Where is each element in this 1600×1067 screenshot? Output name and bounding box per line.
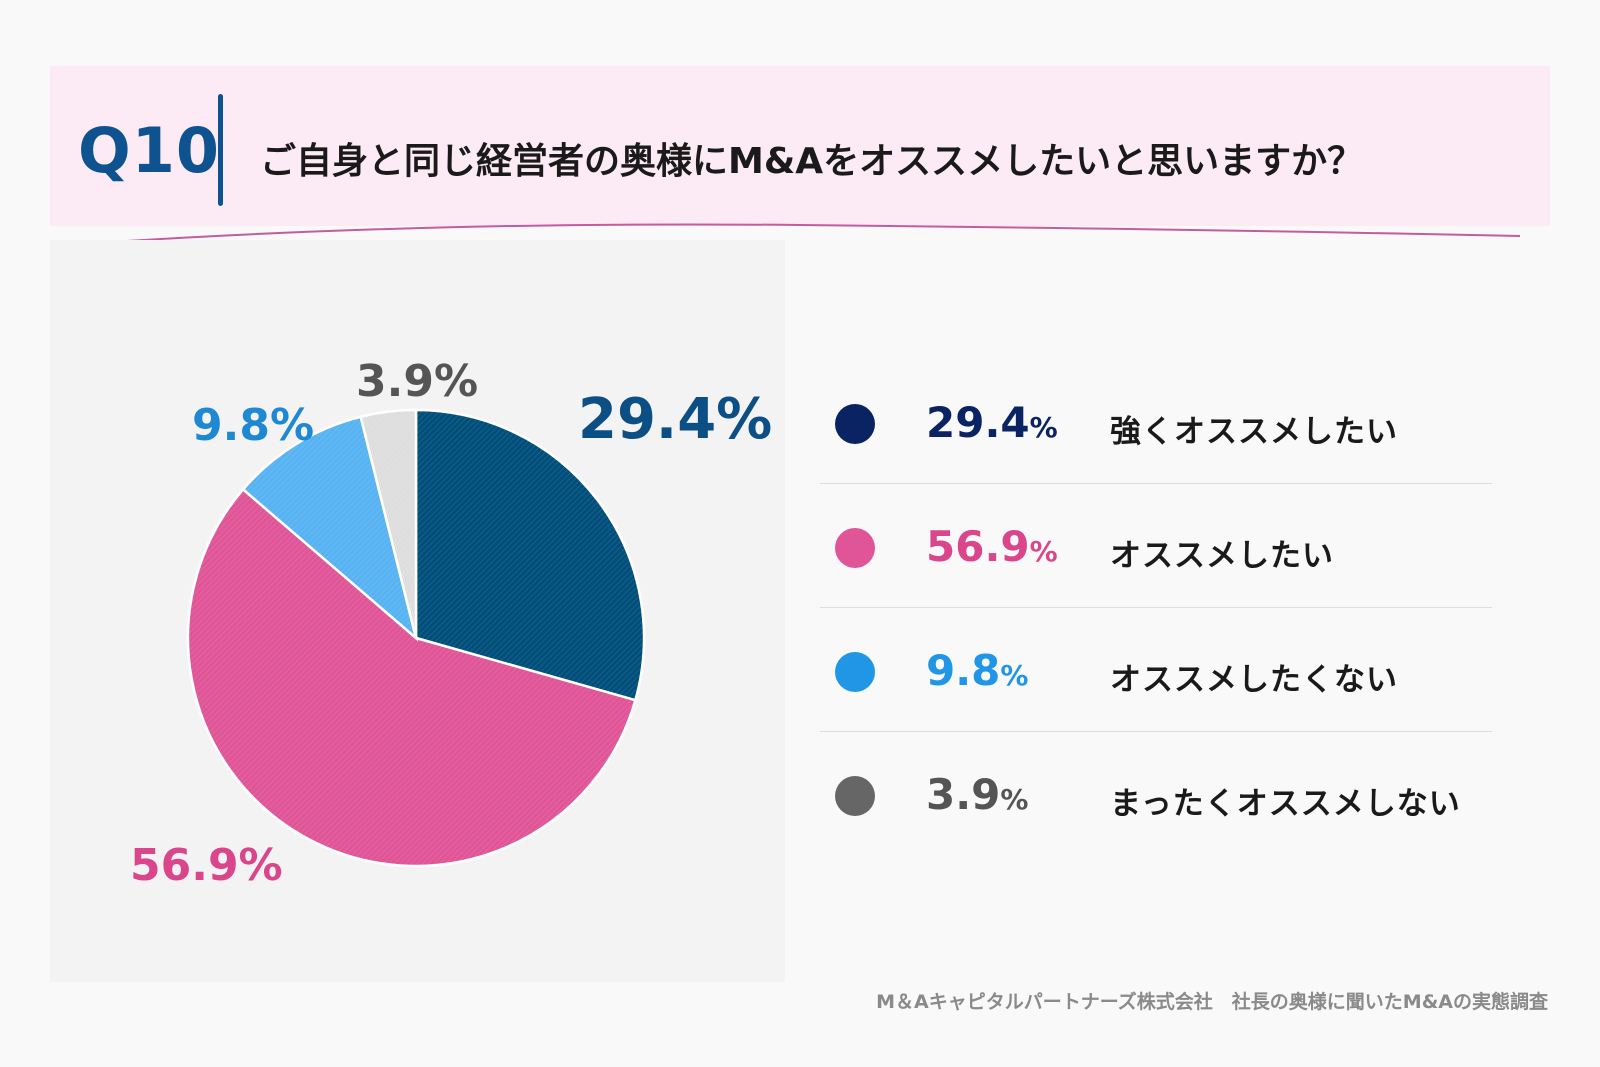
legend-label: オススメしたくない (1110, 662, 1398, 698)
pie-chart (186, 408, 646, 868)
legend-item: 3.9% まったくオススメしない (820, 732, 1492, 855)
legend-percent: 9.8% (926, 646, 1029, 695)
legend-item: 56.9% オススメしたい (820, 484, 1492, 608)
pie-slice-texture (243, 416, 416, 638)
header-underline-curve (51, 223, 1521, 247)
pie-label-29: 29.4% (578, 387, 773, 452)
chart-panel: 29.4% 56.9% 9.8% 3.9% (50, 240, 785, 982)
legend-dot-icon (835, 776, 875, 816)
legend-label: オススメしたい (1110, 538, 1334, 574)
legend-dot-icon (835, 404, 875, 444)
legend-dot-icon (835, 652, 875, 692)
legend-percent: 29.4% (926, 398, 1058, 447)
source-credit: M＆Aキャピタルパートナーズ株式会社 社長の奥様に聞いたM&Aの実態調査 (876, 991, 1548, 1013)
pie-label-56: 56.9% (130, 840, 283, 891)
pie-slice-texture (416, 410, 644, 701)
pie-slice-texture (187, 489, 636, 867)
pie-label-9: 9.8% (192, 400, 315, 451)
pie-label-3: 3.9% (356, 356, 479, 407)
question-text: ご自身と同じ経営者の奥様にM&Aをオススメしたいと思いますか？ (260, 141, 1364, 182)
legend-label: まったくオススメしない (1110, 786, 1461, 822)
legend-percent: 3.9% (926, 770, 1029, 819)
legend: 29.4% 強くオススメしたい 56.9% オススメしたい 9.8% オススメし… (820, 360, 1492, 855)
header-divider (218, 94, 223, 206)
legend-percent: 56.9% (926, 522, 1058, 571)
legend-label: 強くオススメしたい (1110, 414, 1398, 450)
legend-dot-icon (835, 528, 875, 568)
pie-slice-texture (360, 410, 416, 638)
question-header (50, 66, 1550, 226)
legend-item: 29.4% 強くオススメしたい (820, 360, 1492, 484)
legend-item: 9.8% オススメしたくない (820, 608, 1492, 732)
question-number: Q10 (78, 114, 220, 187)
